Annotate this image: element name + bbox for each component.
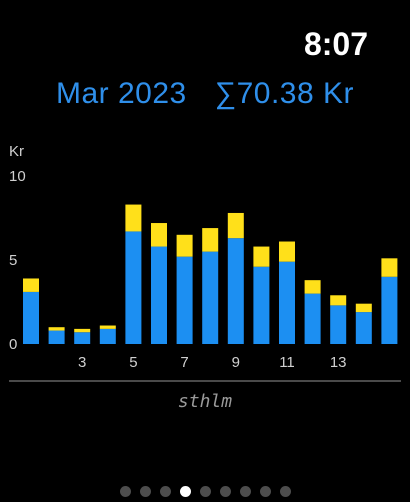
x-tick-label: 13 [330,354,347,371]
bar-segment-top [176,234,193,257]
x-tick-label: 11 [279,354,295,371]
bar-segment-top [151,223,167,247]
bar-segment-base [304,293,321,344]
page-dot[interactable] [119,486,131,497]
bar-segment-base [74,332,91,344]
bar-segment-top [381,258,398,277]
y-tick-label: 0 [9,336,17,353]
bar-segment-top [253,246,270,267]
bar-segment-top [355,303,372,313]
bar-segment-base [381,276,398,344]
bar-segment-top [23,278,39,292]
month-summary: Mar 2023 ∑70.38 Kr [0,72,410,116]
page-dot[interactable] [239,486,251,497]
page-dot[interactable] [139,486,151,497]
bar-segment-top [74,328,91,333]
bar-segment-base [151,246,167,344]
bar-segment-top [304,280,321,294]
x-tick-label: 3 [78,354,86,371]
page-indicator[interactable] [0,486,410,498]
page-dot[interactable] [279,486,291,497]
bar-segment-base [253,266,270,344]
y-tick-label: 5 [9,252,17,269]
clock-time: 8:07 [303,26,368,62]
x-tick-label: 5 [129,354,137,371]
month-total: ∑70.38 Kr [214,77,355,110]
bar-segment-base [125,231,142,344]
chart-canvas: Kr 0 5 10 3 5 7 9 11 13 [9,143,398,371]
bar-segment-top [227,212,244,239]
bar-segment-base [99,328,116,344]
bar-segment-base [330,305,347,344]
x-tick-label: 7 [180,354,188,371]
bar-segment-top [202,228,219,252]
bar-segment-base [48,330,65,344]
page-dot[interactable] [199,486,211,497]
page-dot[interactable] [219,486,231,497]
bar-segment-top [48,327,65,331]
location-label: sthlm [177,391,233,412]
page-dot-active[interactable] [179,486,191,497]
bar-segment-top [125,204,142,232]
bar-segment-base [23,291,39,344]
bar-segment-base [176,256,193,344]
y-tick-label: 10 [9,168,26,185]
page-dot[interactable] [159,486,171,497]
bar-segment-base [355,312,372,344]
x-tick-label: 9 [232,354,240,371]
bar-segment-top [279,241,295,262]
bar-segment-base [202,251,219,344]
bar-segment-top [99,325,116,329]
daily-spending-chart[interactable]: Kr 0 5 10 3 5 7 9 11 13 [0,138,410,378]
chart-divider [9,380,401,382]
bar-segment-base [279,261,295,344]
bar-segment-top [330,295,347,306]
month-label: Mar 2023 [55,77,187,110]
bar-segment-base [227,238,244,344]
page-dot[interactable] [259,486,271,497]
y-axis-label: Kr [9,143,24,160]
